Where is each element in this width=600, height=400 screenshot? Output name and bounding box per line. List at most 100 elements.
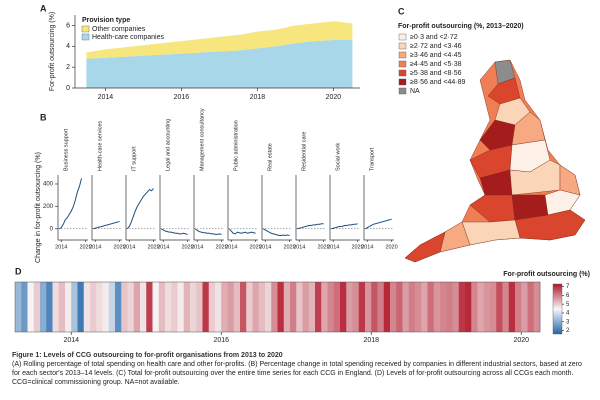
heatmap-cell (215, 282, 222, 332)
heatmap-cell (252, 282, 260, 332)
x-tick-label: 2020 (317, 244, 329, 250)
heatmap-cell (27, 282, 35, 332)
x-tick-label: 2014 (55, 244, 67, 250)
heatmap-cell (33, 282, 41, 332)
caption-title: Figure 1: Levels of CCG outsourcing to f… (12, 352, 283, 359)
legend-label: Health-care companies (92, 34, 164, 41)
heatmap-cell (221, 282, 228, 332)
legend-label: NA (410, 88, 420, 95)
heatmap-cell (202, 282, 210, 332)
heatmap-cell (133, 282, 141, 332)
heatmap-cell (440, 282, 447, 332)
axis-line (295, 175, 326, 241)
heatmap-cell (190, 282, 197, 332)
heatmap-cell (258, 282, 266, 332)
x-tick-label: 2014 (293, 244, 305, 250)
line (364, 218, 392, 230)
heatmap-cell (496, 282, 503, 332)
y-tick-label: 0 (66, 85, 70, 92)
axis-line (125, 175, 156, 241)
heatmap-cell (515, 282, 522, 332)
panel-title: Real estate (267, 143, 273, 171)
legend-title: For-profit outsourcing (%, 2013–2020) (398, 23, 524, 30)
heatmap-cell (502, 282, 510, 332)
heatmap-cell (46, 282, 53, 332)
heatmap-cell (83, 282, 91, 332)
panel-title: Legal and accounting (165, 119, 171, 171)
caption-text: (A) Rolling percentage of total spending… (12, 361, 582, 386)
heatmap-cell (433, 282, 441, 332)
heatmap-cell (458, 282, 466, 332)
heatmap-cell (108, 282, 116, 332)
heatmap-cell (402, 282, 410, 332)
heatmap-cell (196, 282, 203, 332)
y-tick-label: 200 (43, 204, 54, 210)
axis-line (159, 175, 190, 241)
panel-title: Transport (369, 147, 375, 171)
x-tick-label: 2016 (213, 337, 229, 344)
heatmap-cell (377, 282, 385, 332)
axis-line (329, 175, 360, 241)
legend-swatch (398, 87, 407, 95)
x-tick-label: 2016 (174, 94, 190, 101)
heatmap-cell (71, 282, 78, 332)
heatmap-cell (408, 282, 416, 332)
heatmap-cell (290, 282, 297, 332)
heatmap-frame (14, 281, 541, 333)
x-tick-label: 2020 (147, 244, 159, 250)
panel-title: IT support (131, 146, 137, 171)
heatmap-cell (271, 282, 278, 332)
heatmap-cell (352, 282, 360, 332)
x-tick-label: 2020 (113, 244, 125, 250)
x-tick-label: 2014 (123, 244, 135, 250)
legend-swatch (398, 51, 407, 59)
heatmap-cell (415, 282, 422, 332)
heatmap-cell (102, 282, 110, 332)
line (194, 228, 222, 235)
heatmap-cell (521, 282, 528, 332)
heatmap-cell (296, 282, 303, 332)
axis-line (363, 175, 394, 241)
heatmap-cell (277, 282, 285, 332)
heatmap-cell (483, 282, 491, 332)
y-tick-label: 400 (43, 182, 54, 188)
map-region (544, 189, 581, 216)
heatmap-cell (327, 282, 335, 332)
colorbar (552, 283, 563, 335)
heatmap-cell (421, 282, 428, 332)
heatmap-cell (115, 282, 122, 332)
line (331, 223, 358, 230)
x-tick-label: 2018 (250, 94, 266, 101)
legend-swatch (81, 25, 90, 33)
legend-label: ≥0·3 and <2·72 (410, 34, 458, 41)
panel-label: A (40, 3, 47, 13)
legend-swatch (81, 33, 90, 41)
axis-line (91, 175, 122, 241)
line (126, 188, 154, 230)
heatmap-cell (265, 282, 272, 332)
heatmap-cell (346, 282, 353, 332)
heatmap-cell (65, 282, 72, 332)
heatmap-cell (508, 282, 516, 332)
axis-line (57, 175, 88, 241)
heatmap-cell (490, 282, 497, 332)
map-region (559, 164, 581, 196)
heatmap-cell (527, 282, 535, 332)
panel-title: Business support (63, 128, 69, 171)
panel-title: Social work (335, 143, 341, 171)
line (262, 228, 290, 237)
colorbar-label: For-profit outsourcing (%) (503, 271, 590, 278)
heatmap-cell (152, 282, 160, 332)
line (228, 228, 256, 235)
panel-title: Residential care (301, 132, 307, 171)
heatmap-cell (233, 282, 241, 332)
heatmap-cell (471, 282, 478, 332)
x-tick-label: 2014 (98, 94, 114, 101)
x-tick-label: 2014 (89, 244, 101, 250)
legend-label: Other companies (92, 26, 146, 33)
x-tick-label: 2020 (249, 244, 261, 250)
area (86, 40, 353, 88)
x-tick-label: 2014 (191, 244, 203, 250)
y-axis-label: For-profit outsourcing (%) (49, 12, 56, 91)
